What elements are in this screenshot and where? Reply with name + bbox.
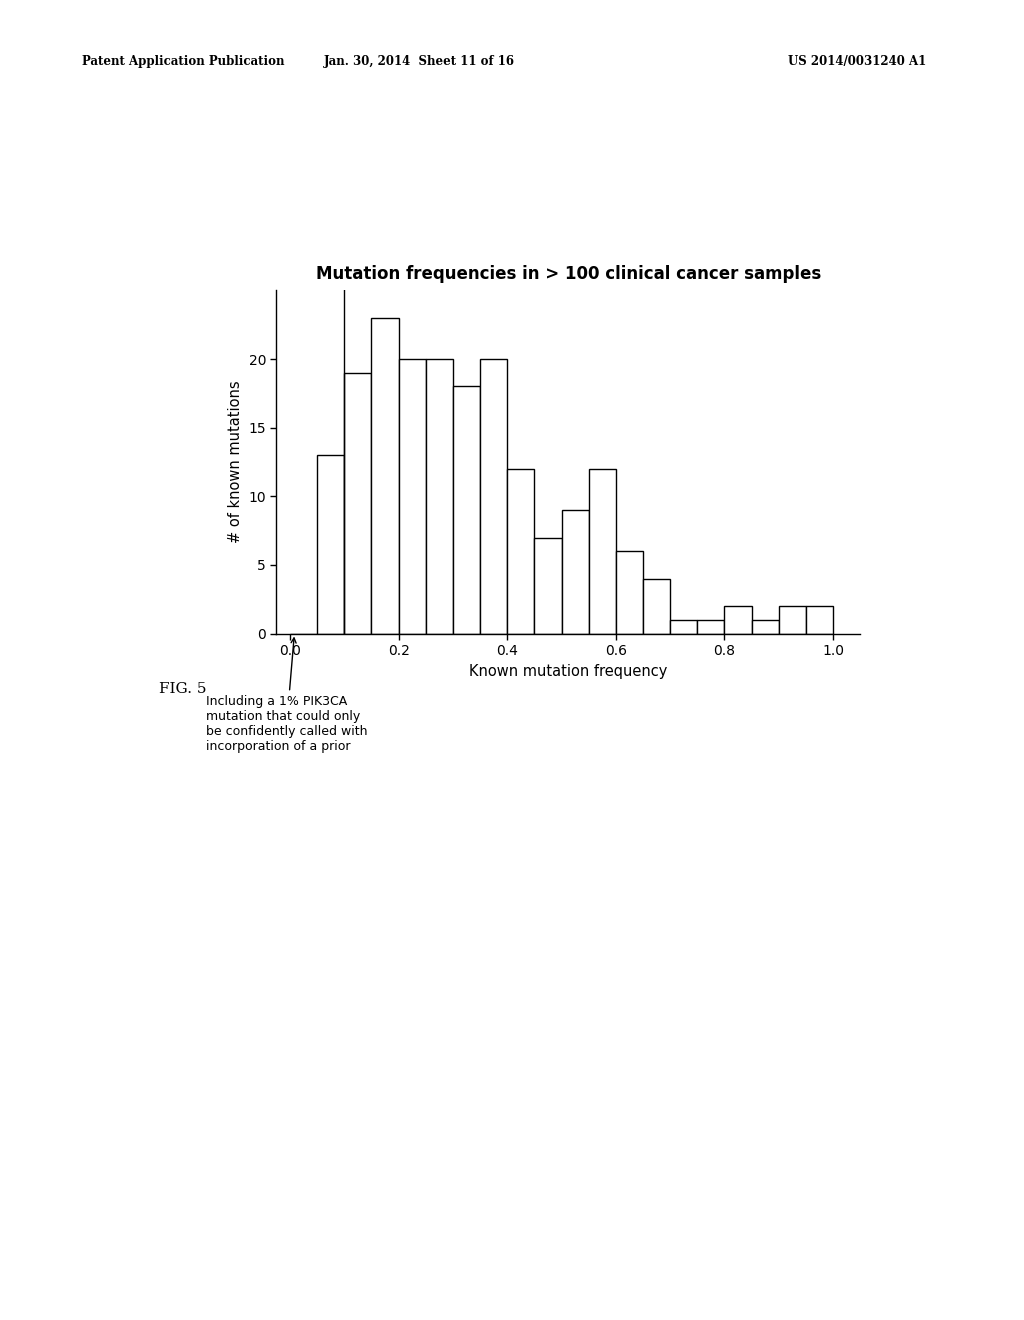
Bar	[398, 359, 426, 634]
Bar	[778, 606, 806, 634]
Bar	[670, 620, 697, 634]
Bar	[453, 387, 480, 634]
Bar	[372, 318, 398, 634]
Bar	[724, 606, 752, 634]
Title: Mutation frequencies in > 100 clinical cancer samples: Mutation frequencies in > 100 clinical c…	[315, 265, 821, 284]
Bar	[535, 537, 561, 634]
Bar	[697, 620, 724, 634]
Bar	[507, 469, 535, 634]
Bar	[615, 552, 643, 634]
Bar	[643, 578, 670, 634]
Text: US 2014/0031240 A1: US 2014/0031240 A1	[788, 55, 927, 69]
Bar	[752, 620, 778, 634]
Text: FIG. 5: FIG. 5	[159, 682, 206, 696]
Bar	[806, 606, 833, 634]
Bar	[426, 359, 453, 634]
Text: Patent Application Publication: Patent Application Publication	[82, 55, 285, 69]
Bar	[589, 469, 615, 634]
Text: Including a 1% PIK3CA
mutation that could only
be confidently called with
incorp: Including a 1% PIK3CA mutation that coul…	[206, 638, 368, 754]
Bar	[317, 455, 344, 634]
Bar	[561, 510, 589, 634]
X-axis label: Known mutation frequency: Known mutation frequency	[469, 664, 668, 678]
Y-axis label: # of known mutations: # of known mutations	[228, 380, 243, 544]
Bar	[344, 372, 372, 634]
Text: Jan. 30, 2014  Sheet 11 of 16: Jan. 30, 2014 Sheet 11 of 16	[325, 55, 515, 69]
Bar	[480, 359, 507, 634]
